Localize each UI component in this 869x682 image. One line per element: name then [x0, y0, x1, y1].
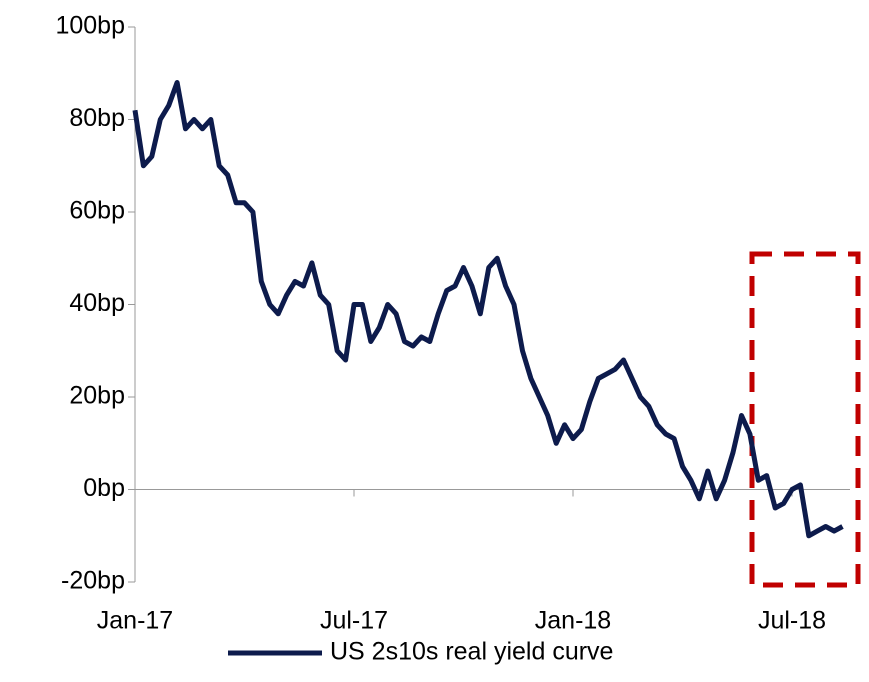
y-tick-label: -20bp [61, 567, 125, 595]
y-tick-label: 0bp [83, 474, 125, 502]
highlight-box [749, 251, 861, 588]
x-tick-label: Jan-17 [97, 607, 173, 635]
y-tick-label: 80bp [69, 104, 125, 132]
y-tick-label: 60bp [69, 197, 125, 225]
x-tick-label: Jan-18 [535, 607, 611, 635]
y-tick-label: 20bp [69, 382, 125, 410]
y-tick-label: 40bp [69, 289, 125, 317]
x-tick-label: Jul-18 [758, 607, 826, 635]
y-tick-label: 100bp [55, 12, 125, 40]
legend-label: US 2s10s real yield curve [330, 638, 613, 666]
data-line [132, 80, 844, 539]
x-tick-label: Jul-17 [320, 607, 388, 635]
